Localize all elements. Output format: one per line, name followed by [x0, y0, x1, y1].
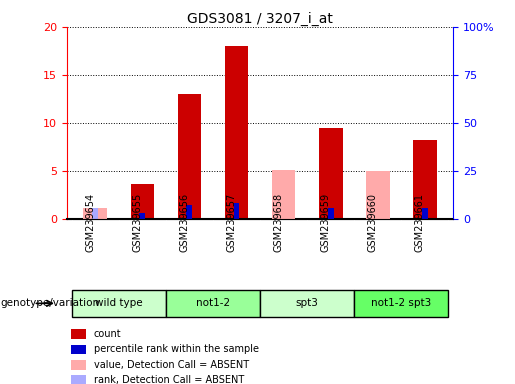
Text: GSM239661: GSM239661	[415, 193, 425, 252]
Bar	[71, 375, 87, 384]
FancyBboxPatch shape	[354, 290, 449, 317]
Bar	[225, 46, 248, 219]
FancyBboxPatch shape	[260, 290, 354, 317]
Title: GDS3081 / 3207_i_at: GDS3081 / 3207_i_at	[187, 12, 333, 26]
Text: percentile rank within the sample: percentile rank within the sample	[94, 344, 259, 354]
Bar	[140, 213, 145, 219]
Text: wild type: wild type	[95, 298, 143, 308]
Bar	[319, 127, 342, 219]
Bar	[366, 171, 390, 219]
Bar	[413, 140, 437, 219]
Bar	[178, 94, 201, 219]
Text: value, Detection Call = ABSENT: value, Detection Call = ABSENT	[94, 360, 249, 370]
Text: not1-2: not1-2	[196, 298, 230, 308]
FancyBboxPatch shape	[72, 290, 166, 317]
Bar	[422, 209, 428, 219]
Text: GSM239660: GSM239660	[368, 193, 378, 252]
Text: GSM239658: GSM239658	[273, 193, 284, 252]
Bar	[71, 344, 87, 354]
Bar	[83, 209, 107, 219]
Text: GSM239659: GSM239659	[321, 193, 331, 252]
Bar	[130, 184, 154, 219]
Text: GSM239656: GSM239656	[179, 193, 190, 252]
Bar	[186, 205, 193, 219]
Text: GSM239657: GSM239657	[227, 193, 236, 252]
Text: GSM239654: GSM239654	[85, 193, 95, 252]
Bar	[234, 203, 239, 219]
Text: rank, Detection Call = ABSENT: rank, Detection Call = ABSENT	[94, 375, 244, 384]
Text: genotype/variation: genotype/variation	[0, 298, 99, 308]
Bar	[272, 170, 296, 219]
Bar	[328, 208, 334, 219]
Bar	[71, 360, 87, 370]
FancyBboxPatch shape	[166, 290, 260, 317]
Bar	[92, 209, 98, 219]
Bar	[71, 329, 87, 339]
Text: not1-2 spt3: not1-2 spt3	[371, 298, 432, 308]
Text: count: count	[94, 329, 122, 339]
Text: GSM239655: GSM239655	[132, 193, 142, 252]
Text: spt3: spt3	[296, 298, 319, 308]
